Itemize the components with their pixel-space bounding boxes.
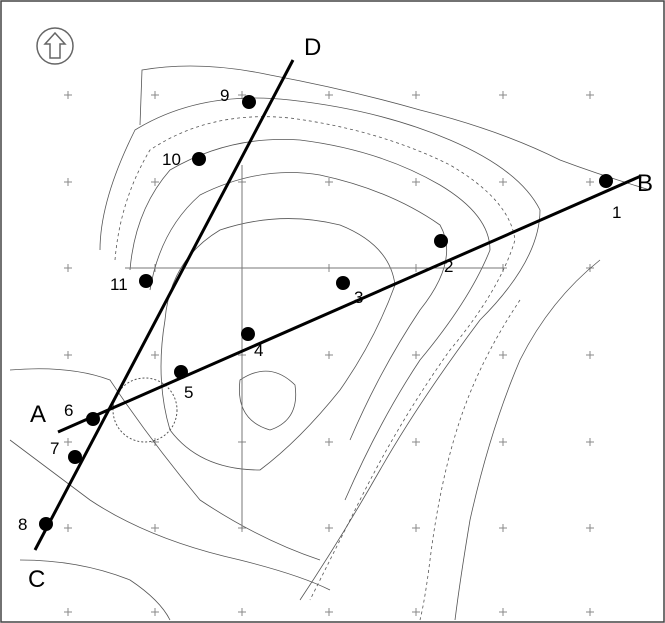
contour xyxy=(114,116,516,601)
grid-cross xyxy=(412,524,420,532)
grid-cross xyxy=(325,608,333,616)
point-label: 3 xyxy=(354,288,363,307)
point-marker xyxy=(139,274,153,288)
contour xyxy=(149,172,447,441)
point-label: 5 xyxy=(184,383,193,402)
grid-cross xyxy=(64,91,72,99)
grid-cross xyxy=(586,438,594,446)
grid-cross xyxy=(238,608,246,616)
point-label: 1 xyxy=(612,203,621,222)
contour xyxy=(238,370,297,431)
point-label: 4 xyxy=(254,341,263,360)
grid-cross xyxy=(325,438,333,446)
section-line-cd xyxy=(33,59,295,551)
point-label: 10 xyxy=(162,150,181,169)
grid-cross xyxy=(64,264,72,272)
point-label: 7 xyxy=(50,439,59,458)
grid-cross xyxy=(238,91,246,99)
point-label: 8 xyxy=(18,515,27,534)
grid-cross xyxy=(499,91,507,99)
grid-cross xyxy=(586,91,594,99)
grid-cross xyxy=(412,178,420,186)
line-end-label: D xyxy=(304,34,321,61)
grid-cross xyxy=(586,178,594,186)
grid-cross xyxy=(325,351,333,359)
grid-cross xyxy=(412,608,420,616)
grid-cross xyxy=(499,351,507,359)
point-marker xyxy=(39,517,53,531)
line-start-label: C xyxy=(28,566,45,593)
grid-cross xyxy=(151,524,159,532)
grid-cross xyxy=(499,608,507,616)
grid-cross xyxy=(586,524,594,532)
grid-cross xyxy=(499,438,507,446)
grid-cross xyxy=(586,351,594,359)
contour xyxy=(19,559,171,621)
contours xyxy=(9,65,651,621)
line-start-label: A xyxy=(30,401,46,428)
point-marker xyxy=(192,152,206,166)
point-label: 9 xyxy=(220,86,229,105)
point-marker xyxy=(174,365,188,379)
contour xyxy=(9,368,321,561)
grid-cross xyxy=(64,524,72,532)
grid-cross xyxy=(325,178,333,186)
point-marker xyxy=(336,276,350,290)
point-marker xyxy=(86,412,100,426)
point-label: 2 xyxy=(444,257,453,276)
contour xyxy=(9,439,331,591)
line-end-label: B xyxy=(637,170,653,197)
grid-cross xyxy=(499,178,507,186)
grid-cross xyxy=(64,351,72,359)
grid-cross xyxy=(151,438,159,446)
grid-cross xyxy=(325,524,333,532)
point-marker xyxy=(241,327,255,341)
contour xyxy=(129,139,491,501)
grid-cross xyxy=(64,608,72,616)
grid-cross xyxy=(412,91,420,99)
grid-cross xyxy=(64,178,72,186)
point-label: 6 xyxy=(64,401,73,420)
grid-cross xyxy=(151,351,159,359)
point-marker xyxy=(242,95,256,109)
point-label: 11 xyxy=(110,275,128,294)
contour xyxy=(454,259,601,621)
north-arrow-icon xyxy=(43,31,67,59)
north-arrow xyxy=(36,27,74,65)
points: 1 2 3 4 5 67 8 9 10 11 xyxy=(18,86,621,534)
mound xyxy=(112,377,178,443)
grid-cross xyxy=(412,351,420,359)
contour xyxy=(99,97,541,601)
contour xyxy=(419,299,521,621)
grid-cross xyxy=(325,91,333,99)
point-marker xyxy=(68,450,82,464)
contour xyxy=(139,65,651,191)
point-marker xyxy=(599,174,613,188)
grid-cross xyxy=(586,608,594,616)
grid-cross xyxy=(151,91,159,99)
section-line-ab xyxy=(57,174,642,434)
contour xyxy=(160,218,396,471)
grid-cross xyxy=(64,438,72,446)
point-marker xyxy=(434,234,448,248)
grid-cross xyxy=(151,608,159,616)
grid-cross xyxy=(499,524,507,532)
grid-cross xyxy=(151,178,159,186)
grid-cross xyxy=(412,438,420,446)
